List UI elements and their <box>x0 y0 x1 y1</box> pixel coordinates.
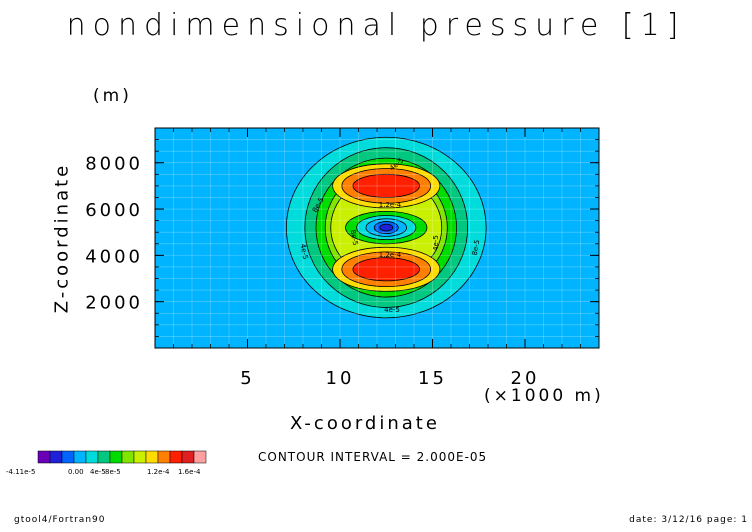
colorbar-tick-label: 0.00 <box>68 468 84 476</box>
colorbar-swatch <box>109 450 123 464</box>
contour-label: 4e-5 <box>299 243 310 260</box>
y-tick-label: 6000 <box>85 200 143 221</box>
colorbar-swatch <box>49 450 63 464</box>
y-axis-label: Z-coordinate <box>51 162 73 314</box>
x-tick-label: 10 <box>326 368 355 389</box>
x-axis-unit: (×1000 m) <box>484 386 604 406</box>
y-tick-label: 4000 <box>85 246 143 267</box>
colorbar-swatch <box>73 450 87 464</box>
colorbar-tick-label: 1.2e-4 <box>147 468 170 476</box>
colorbar-swatch <box>85 450 99 464</box>
x-axis-label: X-coordinate <box>290 413 440 434</box>
y-tick-label: 2000 <box>85 293 143 314</box>
contour-band <box>352 257 420 282</box>
colorbar-swatch <box>37 450 51 464</box>
colorbar-swatch <box>121 450 135 464</box>
colorbar-swatch <box>169 450 183 464</box>
contour-label: 4e-5 <box>432 235 440 251</box>
contour-band <box>352 173 420 198</box>
footer-left: gtool4/Fortran90 <box>14 515 106 525</box>
colorbar-swatch <box>145 450 159 464</box>
colorbar-swatch <box>97 450 111 464</box>
chart-title: nondimensional pressure [1] <box>66 8 686 43</box>
contour-label: 8e-5 <box>349 229 360 246</box>
x-tick-label: 15 <box>418 368 447 389</box>
colorbar-tick-label: 4e-5 <box>90 468 106 476</box>
x-tick-label: 20 <box>511 368 540 389</box>
contour-interval-note: CONTOUR INTERVAL = 2.000E-05 <box>258 450 488 464</box>
y-axis-unit: (m) <box>93 86 132 106</box>
x-tick-label: 5 <box>240 368 254 389</box>
footer-right: date: 3/12/16 page: 1 <box>629 515 748 525</box>
colorbar-tick-label: 1.6e-4 <box>178 468 201 476</box>
colorbar-swatch <box>193 450 207 464</box>
contour-label: 1.2e-4 <box>379 201 402 209</box>
colorbar-swatch <box>61 450 75 464</box>
colorbar-tick-label: -4.11e-5 <box>6 468 36 476</box>
colorbar-swatch <box>133 450 147 464</box>
contour-band <box>379 223 394 232</box>
y-tick-label: 8000 <box>85 154 143 175</box>
contour-label: 4e-5 <box>384 306 400 314</box>
colorbar-swatch <box>157 450 171 464</box>
contour-label: 1.2e-4 <box>379 251 402 259</box>
colorbar-tick-label: 8e-5 <box>105 468 121 476</box>
contour-label: 8e-5 <box>471 239 482 256</box>
colorbar-swatch <box>181 450 195 464</box>
